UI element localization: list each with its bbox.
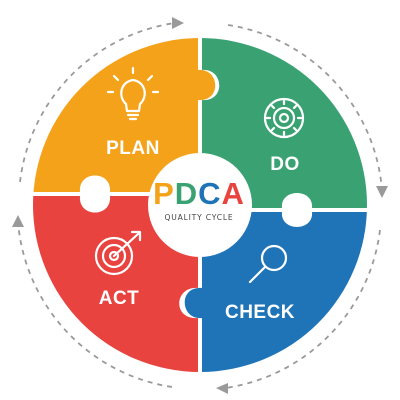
cycle-arc-bottom-right: [224, 229, 381, 389]
label-act: ACT: [99, 288, 140, 309]
center-letter-d: D: [175, 176, 198, 211]
label-plan: PLAN: [106, 138, 160, 159]
arrow-bottom-left-icon: [12, 215, 24, 227]
center-letter-c: C: [198, 176, 221, 211]
lightbulb-icon: [106, 66, 160, 121]
arrow-top-left-icon: [172, 17, 184, 29]
arrow-top-right-icon: [376, 186, 388, 198]
center-subtitle: QUALITY CYCLE: [164, 213, 233, 222]
label-do: DO: [270, 154, 300, 175]
gear-cycle-icon: [263, 97, 305, 139]
target-icon: [94, 230, 142, 276]
cycle-arc-top-left: [19, 22, 176, 183]
center-letter-p: P: [153, 176, 175, 211]
magnifier-icon: [248, 244, 288, 284]
center-letter-a: A: [222, 176, 245, 211]
center-title: PDCA: [153, 176, 245, 211]
cycle-arrows: [12, 17, 388, 394]
cycle-arc-top-right: [227, 24, 383, 191]
label-check: CHECK: [225, 302, 295, 323]
center-circle: [148, 153, 252, 257]
cycle-arc-bottom-left: [17, 221, 173, 388]
arrow-bottom-right-icon: [216, 383, 228, 394]
